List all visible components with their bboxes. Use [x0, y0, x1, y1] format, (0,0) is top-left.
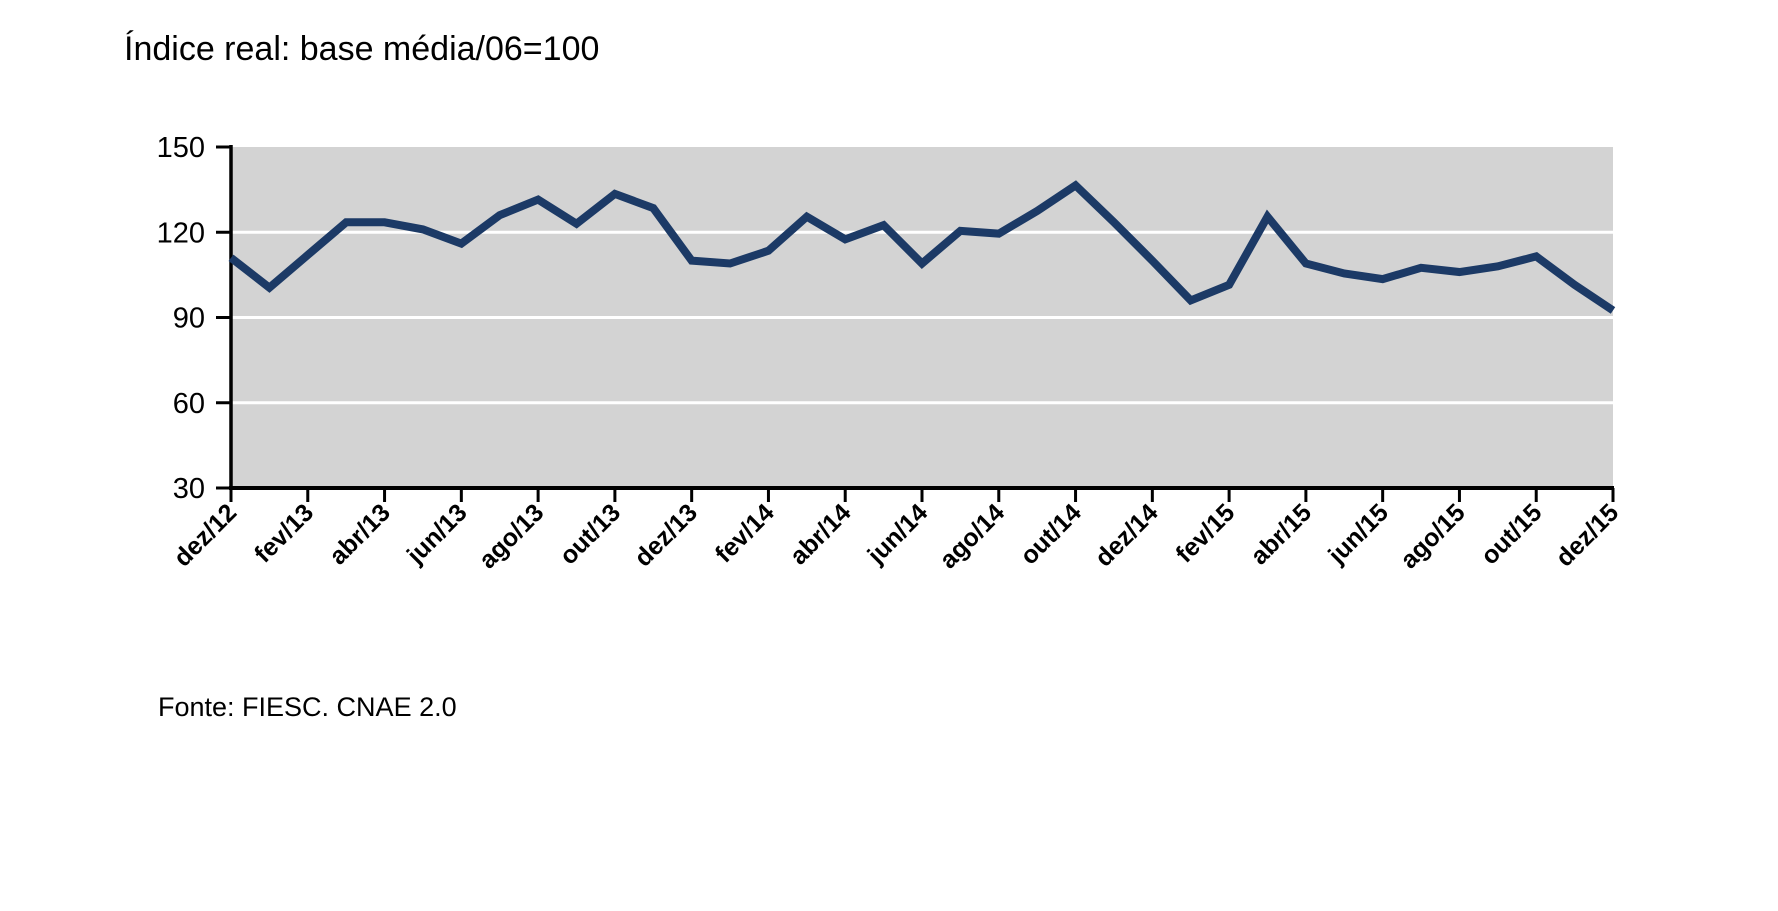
y-tick-label: 150 — [157, 132, 205, 164]
x-tick-label: dez/14 — [1090, 498, 1164, 572]
x-tick-label: dez/13 — [629, 498, 703, 572]
chart-title: Índice real: base média/06=100 — [124, 30, 600, 68]
x-tick-label: fev/15 — [1170, 498, 1240, 568]
data-line — [228, 180, 1616, 314]
x-tick-label: jun/14 — [862, 498, 934, 570]
y-tick-label: 120 — [157, 217, 205, 249]
x-tick-label: dez/15 — [1550, 498, 1624, 572]
x-tick-label: ago/13 — [474, 498, 550, 574]
y-tick-label: 60 — [173, 388, 205, 420]
y-tick-label: 90 — [173, 303, 205, 335]
x-tick-label: fev/13 — [249, 498, 319, 568]
x-tick-label: abr/15 — [1245, 498, 1317, 570]
x-tick-label: fev/14 — [710, 498, 780, 568]
x-tick-label: out/15 — [1476, 498, 1548, 570]
x-tick-label: abr/13 — [324, 498, 396, 570]
x-tick-label: jun/15 — [1322, 498, 1394, 570]
x-tick-label: out/13 — [554, 498, 626, 570]
x-tick-label: jun/13 — [401, 498, 473, 570]
x-tick-label: out/14 — [1015, 498, 1087, 570]
x-tick-label: ago/15 — [1395, 498, 1471, 574]
y-tick-label: 30 — [173, 473, 205, 505]
source-note: Fonte: FIESC. CNAE 2.0 — [158, 692, 457, 722]
x-tick-label: abr/14 — [785, 498, 857, 570]
x-tick-label: dez/12 — [168, 498, 242, 572]
x-tick-label: ago/14 — [934, 498, 1010, 574]
